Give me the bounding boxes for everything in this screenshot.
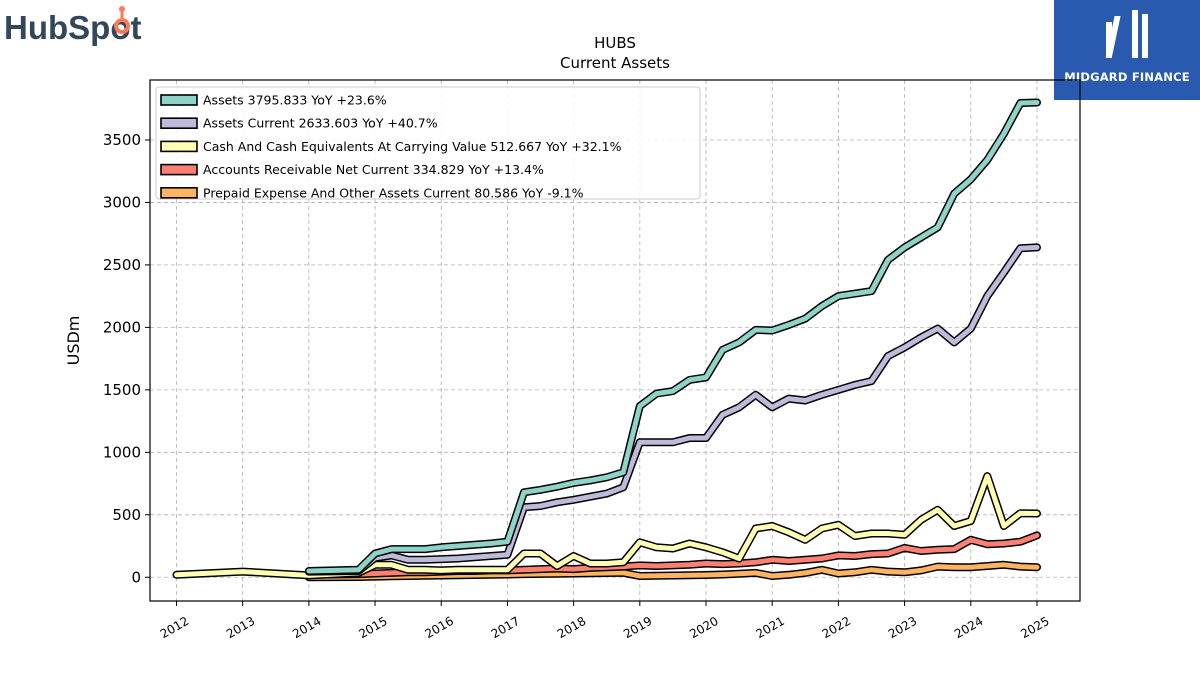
y-tick-label: 3000 [103, 193, 141, 211]
x-tick-label: 2025 [1018, 614, 1051, 641]
x-tick-label: 2019 [621, 614, 654, 641]
x-tick-label: 2022 [820, 614, 853, 641]
series-layer [172, 98, 1041, 582]
series-line-assets-current [306, 244, 1040, 575]
x-tick-label: 2018 [555, 614, 588, 641]
y-tick-label: 500 [112, 506, 141, 524]
y-axis-title: USDm [64, 316, 83, 366]
x-tick-label: 2023 [886, 614, 919, 641]
x-tick-label: 2012 [158, 614, 191, 641]
x-tick-label: 2021 [753, 614, 786, 641]
x-tick-label: 2024 [952, 614, 985, 641]
x-tick-label: 2016 [423, 614, 456, 641]
x-tick-label: 2015 [356, 614, 389, 641]
legend-swatch-assets [160, 94, 198, 106]
series-line-assets [306, 100, 1040, 574]
y-tick-label: 1500 [103, 381, 141, 399]
plot-frame [149, 79, 1081, 602]
hubspot-wordmark: HubSpot [4, 9, 141, 46]
midgard-finance-logo: MIDGARD FINANCE [1054, 0, 1200, 100]
legend-label-cash-and-cash-equivalents-at-carrying-value: Cash And Cash Equivalents At Carrying Va… [203, 139, 622, 154]
legend-swatch-assets-current [160, 117, 198, 129]
y-tick-label: 1000 [103, 443, 141, 461]
series-line-cash-and-cash-equivalents-at-carrying-value [174, 473, 1040, 578]
midgard-finance-emblem-icon [1105, 10, 1148, 58]
hubspot-logo-mark: HubSpot [4, 6, 141, 46]
legend: Assets 3795.833 YoY +23.6% Assets Current… [155, 86, 701, 200]
y-tick-label: 0 [131, 568, 141, 586]
x-tick-label: 2013 [224, 614, 257, 641]
hubspot-logo: HubSpot [4, 4, 154, 50]
chart-subtitle: Current Assets [560, 54, 670, 72]
legend-label-assets: Assets 3795.833 YoY +23.6% [203, 93, 387, 108]
legend-box [155, 86, 701, 200]
series-outline-assets-current [304, 243, 1041, 576]
series-line-prepaid-expense-and-other-assets-current [306, 562, 1040, 580]
x-tick-label: 2014 [290, 614, 323, 641]
legend-label-assets-current: Assets Current 2633.603 YoY +40.7% [203, 116, 438, 131]
x-tick-label: 2020 [687, 614, 720, 641]
legend-swatch-prepaid-expense-and-other-assets-current [160, 187, 198, 199]
chart-title: HUBS [594, 34, 636, 52]
y-tick-label: 3500 [103, 131, 141, 149]
legend-swatch-accounts-receivable-net-current [160, 163, 198, 176]
midgard-finance-wordmark: MIDGARD FINANCE [1064, 70, 1190, 84]
axes: 0 500 1000 1500 2000 2500 3000 3500 2012 2013 2014… [103, 131, 1052, 641]
y-tick-label: 2500 [103, 256, 141, 274]
legend-label-prepaid-expense-and-other-assets-current: Prepaid Expense And Other Assets Current… [203, 185, 584, 200]
legend-label-accounts-receivable-net-current: Accounts Receivable Net Current 334.829 … [203, 162, 544, 177]
y-tick-label: 2000 [103, 318, 141, 336]
legend-swatch-cash-and-cash-equivalents-at-carrying-value [160, 140, 198, 153]
x-tick-label: 2017 [489, 614, 522, 641]
